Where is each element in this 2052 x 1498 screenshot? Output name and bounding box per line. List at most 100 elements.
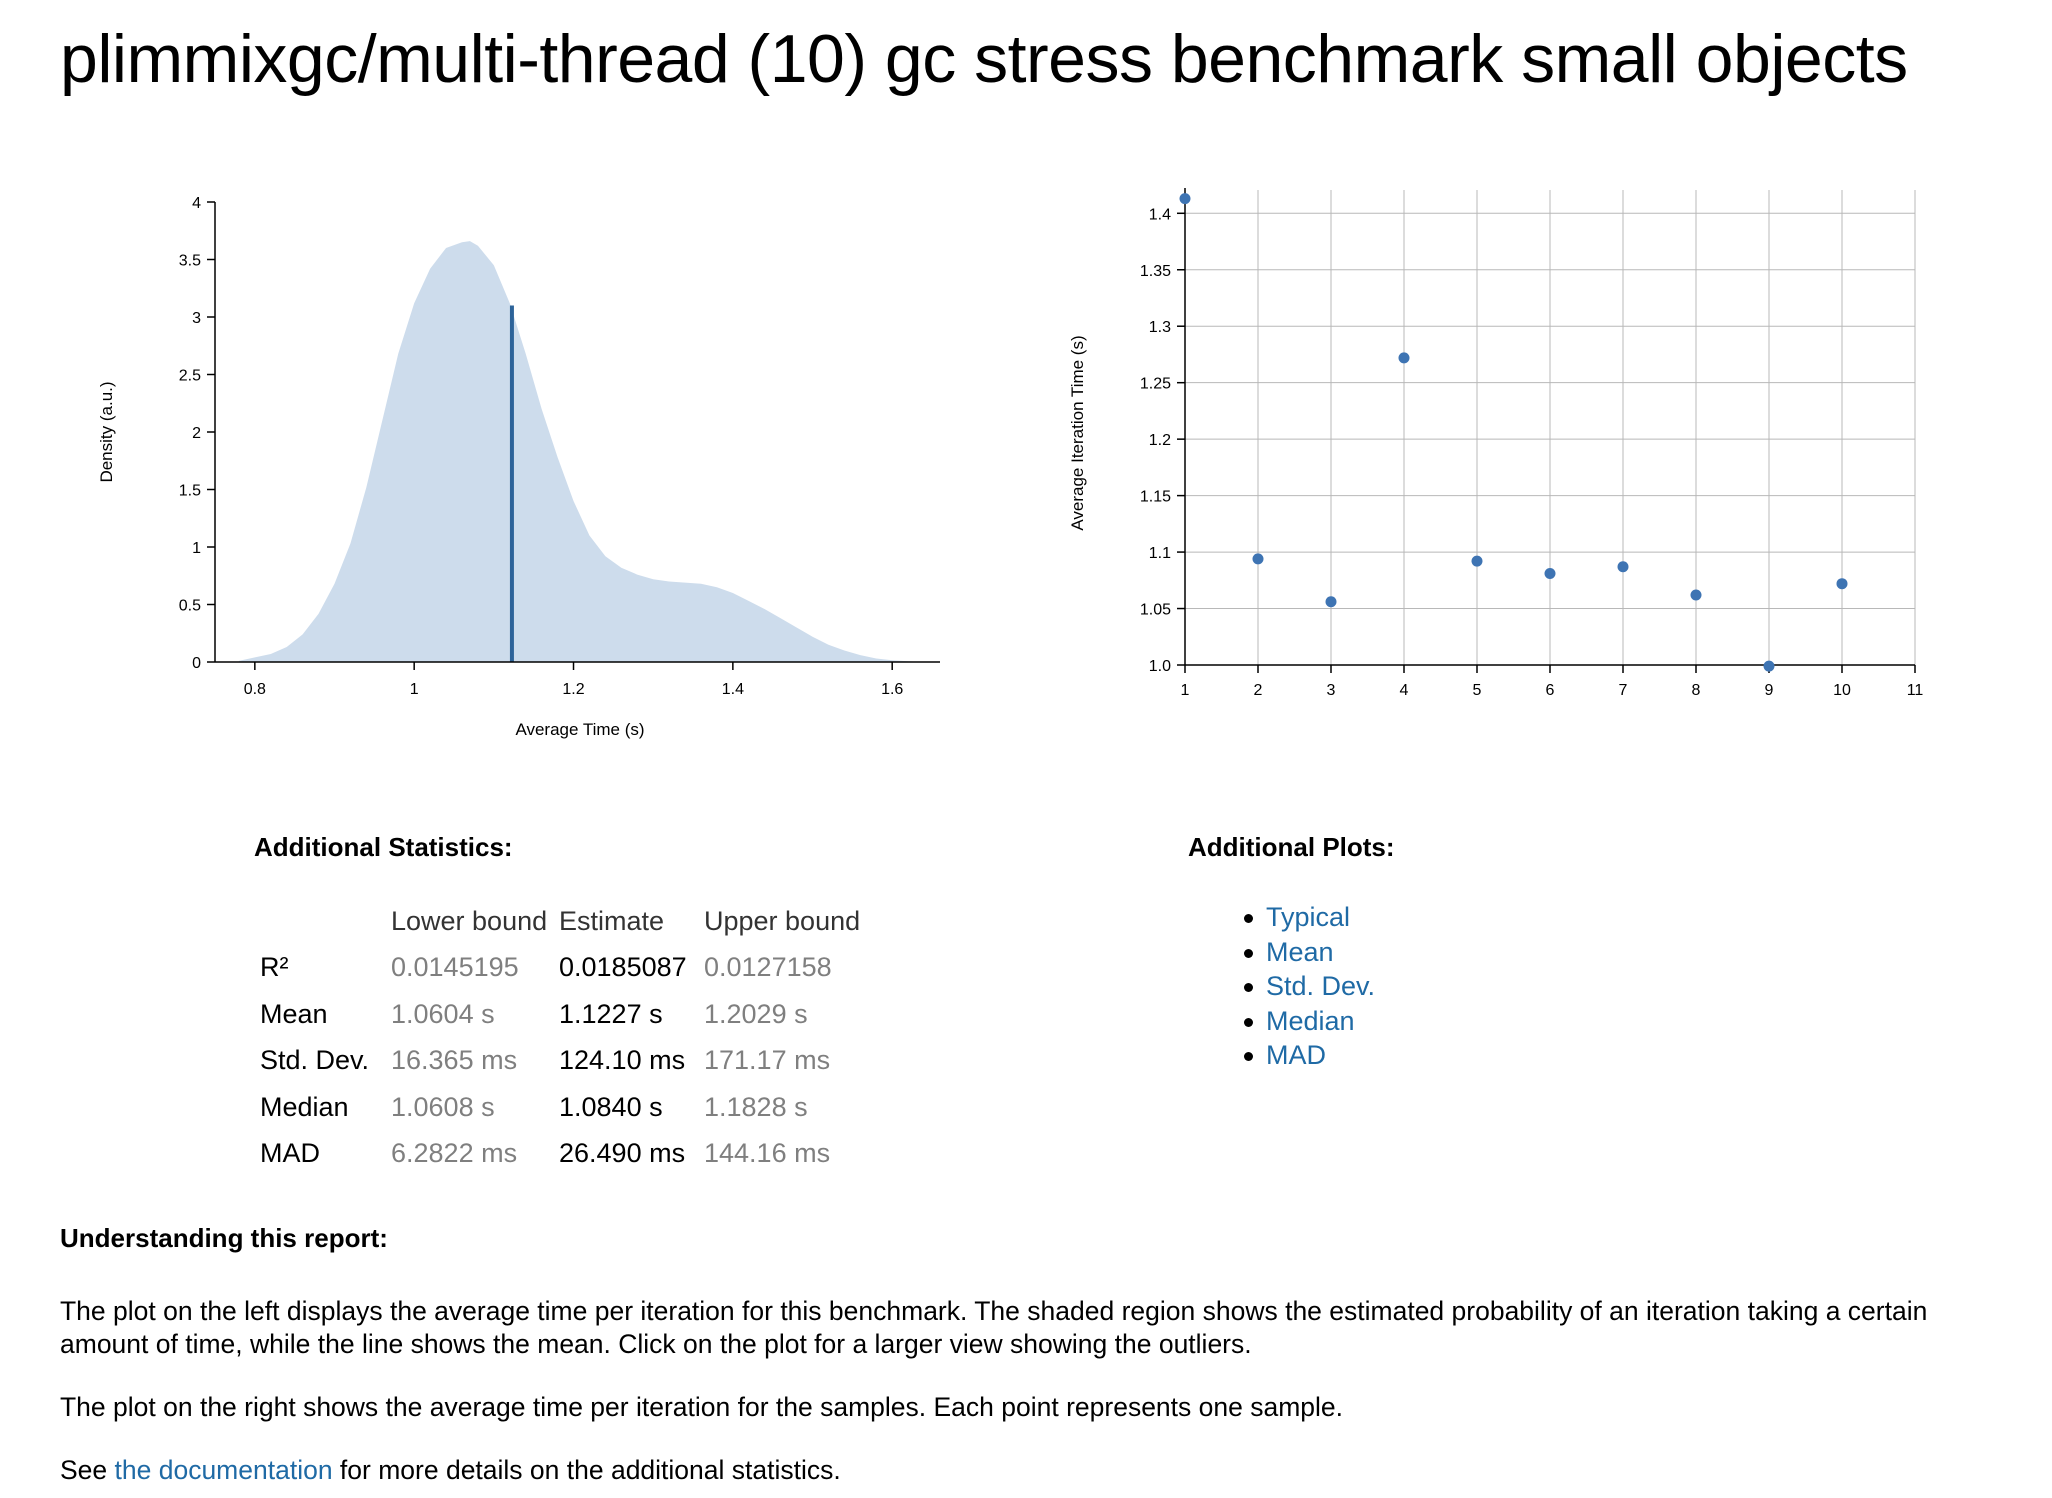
sample-point — [1179, 193, 1191, 205]
estimate-value: 0.0185087 — [559, 952, 687, 983]
sample-point — [1252, 553, 1264, 565]
list-item: Mean — [1240, 935, 1375, 970]
documentation-text-before: See — [60, 1455, 115, 1485]
x-tick-label: 6 — [1546, 682, 1555, 699]
statistics-row-median: Median 1.0608 s 1.0840 s 1.1828 s — [254, 1084, 874, 1131]
additional-statistics-heading: Additional Statistics: — [254, 832, 513, 862]
y-tick-label: 1.5 — [179, 483, 201, 500]
row-label: R² — [260, 952, 289, 983]
page-title: plimmixgc/multi-thread (10) gc stress be… — [60, 21, 1908, 97]
x-tick-label: 1.6 — [881, 681, 903, 698]
x-tick-label: 8 — [1692, 682, 1701, 699]
sample-point — [1763, 660, 1775, 672]
statistics-row-r2: R² 0.0145195 0.0185087 0.0127158 — [254, 945, 874, 992]
mad-plot-link[interactable]: MAD — [1266, 1040, 1326, 1070]
mean-plot-link[interactable]: Mean — [1266, 936, 1334, 967]
pdf-chart[interactable]: 0 0.5 1 1.5 2 2.5 3 3.5 4 0.8 1 1.2 1.4 1.6 Average Ti… — [0, 180, 1000, 760]
row-label: MAD — [260, 1138, 320, 1169]
y-tick-label: 1.25 — [1140, 376, 1171, 393]
std-dev-plot-link[interactable]: Std. Dev. — [1266, 971, 1376, 1001]
y-tick-label: 2.5 — [179, 368, 201, 385]
additional-plots-list: Typical Mean Std. Dev. Median MAD — [1240, 900, 1375, 1073]
y-tick-label: 1.4 — [1149, 206, 1171, 223]
x-tick-label: 0.8 — [244, 681, 266, 698]
x-tick-label: 1.4 — [722, 681, 744, 698]
statistics-row-mean: Mean 1.0604 s 1.1227 s 1.2029 s — [254, 991, 874, 1038]
x-tick-label: 1.2 — [562, 681, 584, 698]
statistics-row-std-dev: Std. Dev. 16.365 ms 124.10 ms 171.17 ms — [254, 1038, 874, 1085]
y-tick-label: 1.15 — [1140, 489, 1171, 506]
sample-point — [1325, 596, 1337, 608]
y-tick-label: 2 — [192, 425, 201, 442]
estimate-value: 124.10 ms — [559, 1045, 686, 1076]
documentation-link[interactable]: the documentation — [114, 1455, 333, 1485]
estimate-header: Estimate — [559, 905, 665, 936]
y-tick-label: 1.2 — [1149, 432, 1171, 449]
statistics-row-mad: MAD 6.2822 ms 26.490 ms 144.16 ms — [254, 1131, 874, 1178]
y-tick-label: 3 — [192, 310, 201, 327]
y-axis-label: Average Iteration Time (s) — [1068, 335, 1087, 530]
y-tick-label: 3.5 — [179, 253, 201, 270]
list-item: Std. Dev. — [1240, 969, 1375, 1004]
upper-bound-value: 0.0127158 — [704, 952, 832, 983]
y-tick-label: 1 — [192, 540, 201, 557]
x-tick-label: 7 — [1619, 682, 1628, 699]
statistics-header-row: Lower bound Estimate Upper bound — [254, 898, 874, 945]
sample-point — [1690, 589, 1702, 601]
sample-point — [1617, 561, 1629, 573]
upper-bound-header: Upper bound — [704, 905, 861, 936]
sample-point — [1471, 555, 1483, 567]
x-tick-label: 1 — [1181, 682, 1190, 699]
y-tick-label: 1.3 — [1149, 319, 1171, 336]
statistics-table: Lower bound Estimate Upper bound R² 0.01… — [254, 898, 874, 1177]
sample-point — [1544, 568, 1556, 580]
upper-bound-value: 144.16 ms — [704, 1138, 831, 1169]
x-tick-label: 2 — [1254, 682, 1263, 699]
estimate-value: 26.490 ms — [559, 1138, 686, 1169]
y-tick-label: 1.0 — [1149, 658, 1171, 675]
x-tick-label: 10 — [1833, 682, 1851, 699]
lower-bound-value: 6.2822 ms — [391, 1138, 518, 1169]
report-paragraph-documentation: See the documentation for more details o… — [60, 1454, 2020, 1487]
iteration-times-chart[interactable]: 1.0 1.05 1.1 1.15 1.2 1.25 1.3 1.35 1.4 1 2 3 4 5 6 7 8 9… — [1040, 180, 2040, 760]
statistics-header-blank — [254, 898, 391, 945]
x-tick-label: 3 — [1327, 682, 1336, 699]
report-paragraph-right-plot: The plot on the right shows the average … — [60, 1392, 1344, 1422]
x-tick-label: 5 — [1473, 682, 1482, 699]
y-tick-label: 0 — [192, 655, 201, 672]
y-tick-label: 1.35 — [1140, 263, 1171, 280]
x-tick-label: 9 — [1765, 682, 1774, 699]
y-tick-label: 0.5 — [179, 598, 201, 615]
additional-plots-heading: Additional Plots: — [1188, 832, 1395, 862]
x-tick-label: 1 — [410, 681, 419, 698]
sample-point — [1398, 352, 1410, 364]
x-tick-label: 11 — [1907, 682, 1924, 699]
y-tick-label: 1.05 — [1140, 602, 1171, 619]
row-label: Median — [260, 1091, 349, 1122]
lower-bound-value: 1.0608 s — [391, 1091, 495, 1122]
report-paragraph-left-plot: The plot on the left displays the averag… — [60, 1296, 1928, 1359]
documentation-text-after: for more details on the additional stati… — [332, 1455, 841, 1485]
density-area — [238, 241, 925, 662]
lower-bound-value: 1.0604 s — [391, 998, 495, 1029]
x-axis-label: Average Time (s) — [515, 720, 644, 739]
upper-bound-value: 1.2029 s — [704, 998, 808, 1029]
y-tick-label: 4 — [192, 195, 201, 212]
y-tick-label: 1.1 — [1149, 545, 1171, 562]
list-item: Typical — [1240, 900, 1375, 935]
row-label: Std. Dev. — [260, 1045, 370, 1076]
lower-bound-header: Lower bound — [391, 905, 548, 936]
lower-bound-value: 16.365 ms — [391, 1045, 518, 1076]
list-item: MAD — [1240, 1038, 1375, 1073]
x-tick-label: 4 — [1400, 682, 1409, 699]
row-label: Mean — [260, 998, 328, 1029]
list-item: Median — [1240, 1004, 1375, 1039]
estimate-value: 1.1227 s — [559, 998, 663, 1029]
understanding-report-heading: Understanding this report: — [60, 1223, 388, 1253]
estimate-value: 1.0840 s — [559, 1091, 663, 1122]
typical-plot-link[interactable]: Typical — [1266, 902, 1351, 932]
lower-bound-value: 0.0145195 — [391, 952, 519, 983]
y-axis-label: Density (a.u.) — [97, 381, 116, 482]
upper-bound-value: 171.17 ms — [704, 1045, 831, 1076]
median-plot-link[interactable]: Median — [1266, 1005, 1355, 1036]
